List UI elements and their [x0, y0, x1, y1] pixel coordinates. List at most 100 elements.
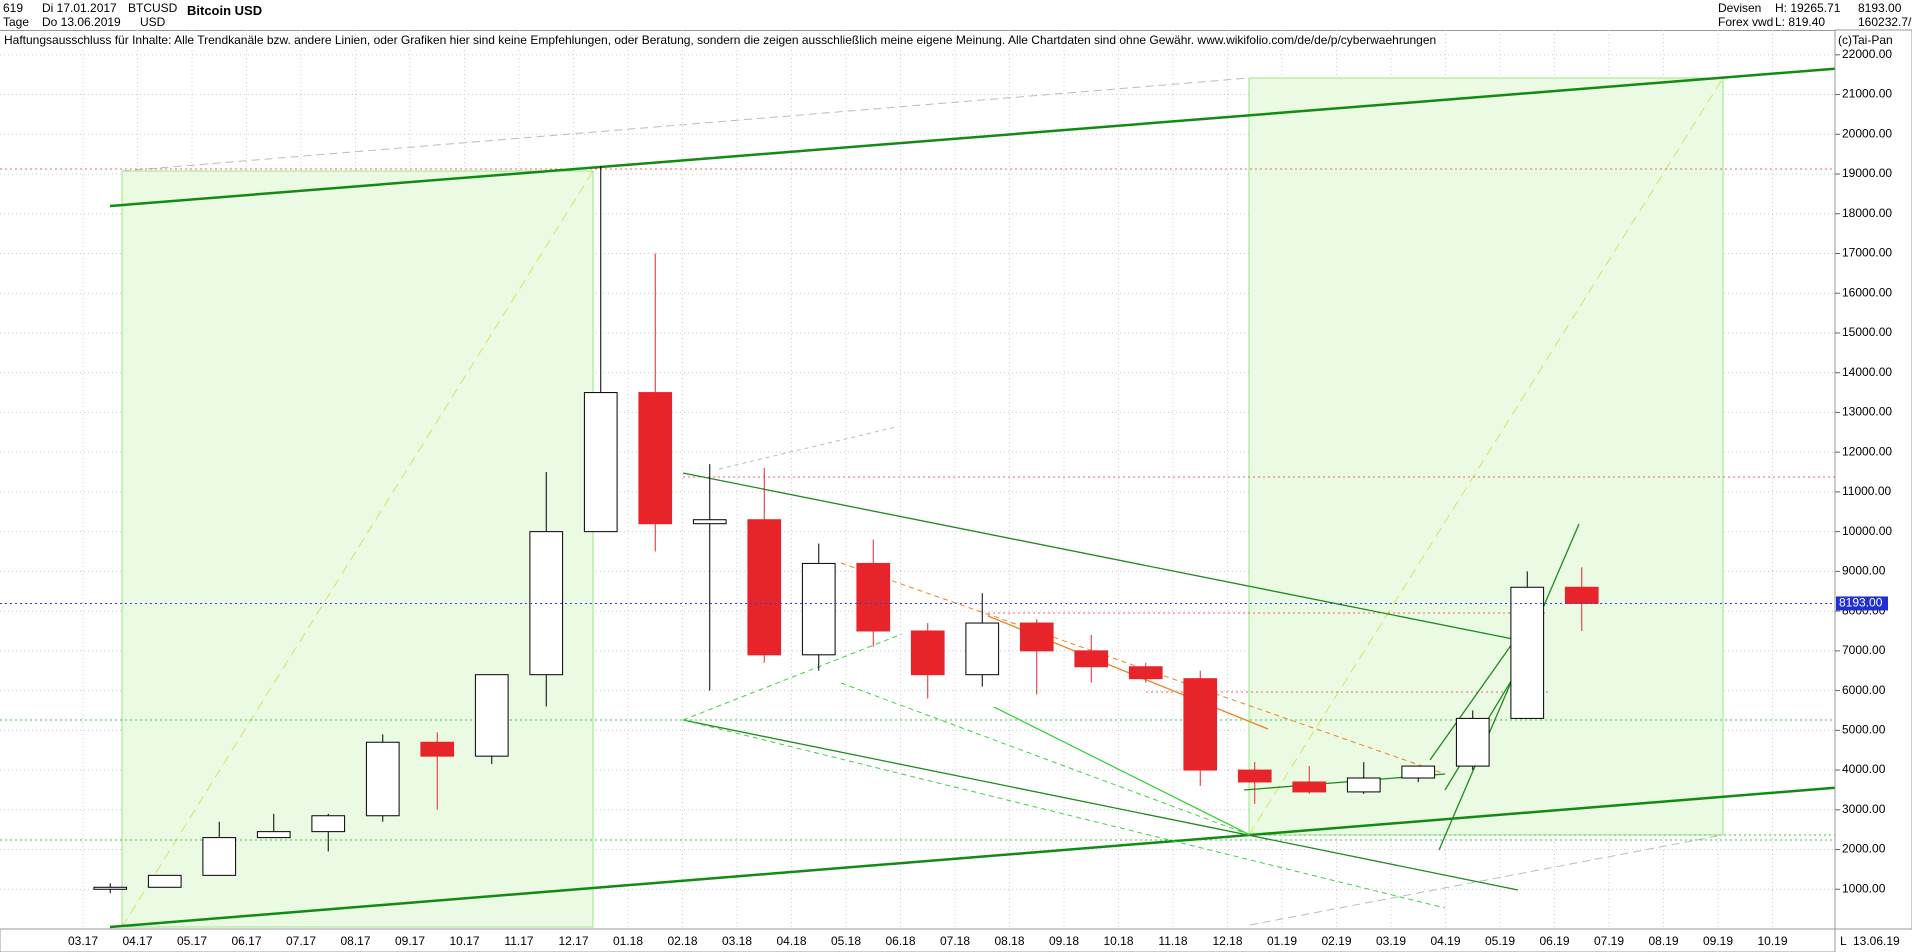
instrument-name: Bitcoin USD — [187, 3, 263, 18]
candle-body — [638, 392, 673, 525]
header: 619 Tage Di 17.01.2017 Do 13.06.2019 BTC… — [0, 0, 1912, 31]
last: 8193.00 — [1858, 1, 1902, 15]
candle-body — [1019, 622, 1054, 652]
x-tick-label: 06.18 — [885, 934, 915, 948]
projection — [1248, 77, 1724, 836]
x-axis-panel — [0, 928, 1836, 952]
y-tick-label: 12000.00 — [1842, 444, 1892, 458]
candle-body — [1510, 586, 1545, 719]
x-tick-label: 10.17 — [449, 934, 479, 948]
from-date: Di 17.01.2017 — [42, 1, 117, 15]
candle-body — [93, 886, 128, 890]
x-tick-label: 03.19 — [1376, 934, 1406, 948]
candle-body — [692, 519, 727, 525]
y-tick-label: 10000.00 — [1842, 524, 1892, 538]
x-tick-label: 11.17 — [504, 934, 533, 948]
y-tick-label: 14000.00 — [1842, 365, 1892, 379]
count[interactable]: 619 — [3, 1, 24, 15]
candle-body — [202, 837, 237, 876]
candle-body — [365, 741, 400, 817]
channel — [682, 472, 1519, 641]
y-tick-label: 9000.00 — [1842, 564, 1886, 578]
y-tick-label: 1000.00 — [1842, 881, 1886, 895]
y-tick-label: 22000.00 — [1842, 47, 1892, 61]
x-tick-label: 05.18 — [831, 934, 861, 948]
x-tick-label: 12.17 — [558, 934, 588, 948]
y-tick-label: 5000.00 — [1842, 722, 1886, 736]
last-price-label: 8193.00 — [1839, 596, 1883, 610]
volume: 160232.7/ — [1858, 15, 1912, 29]
y-tick-label: 15000.00 — [1842, 325, 1892, 339]
period[interactable]: Tage — [3, 15, 30, 29]
candle-body — [856, 562, 891, 632]
y-tick-label: 6000.00 — [1842, 683, 1886, 697]
candle-body — [256, 831, 291, 839]
last-price-box — [1836, 596, 1888, 611]
y-tick-label: 21000.00 — [1842, 87, 1892, 101]
x-tick-label: 07.18 — [940, 934, 970, 948]
y-tick-label: 20000.00 — [1842, 126, 1892, 140]
trend-line — [109, 66, 1845, 208]
market: Devisen — [1718, 1, 1762, 15]
y-tick-label: 11000.00 — [1842, 484, 1891, 498]
y-tick-label: 18000.00 — [1842, 206, 1892, 220]
x-tick-label: 09.17 — [395, 934, 425, 948]
source: Forex vwd — [1718, 15, 1774, 29]
x-tick-label: 03.17 — [68, 934, 98, 948]
candle-body — [1401, 765, 1436, 779]
candle-body — [910, 630, 945, 676]
candle-body — [1237, 769, 1272, 783]
x-tick-label: 04.18 — [776, 934, 806, 948]
y-tick-label: 13000.00 — [1842, 405, 1892, 419]
projection — [121, 170, 594, 928]
x-tick-label: 08.19 — [1648, 934, 1678, 948]
y-tick-label: 17000.00 — [1842, 246, 1892, 260]
x-tick-label: 01.18 — [613, 934, 643, 948]
candle-body — [311, 815, 346, 833]
candle-body — [965, 622, 1000, 676]
x-tick-label: 04.17 — [122, 934, 152, 948]
candle-body — [1183, 678, 1218, 771]
channel — [682, 633, 903, 721]
x-tick-label: 10.18 — [1103, 934, 1133, 948]
trend-line — [109, 785, 1845, 929]
x-tick-label: 10.19 — [1757, 934, 1787, 948]
x-tick-label: 09.18 — [1049, 934, 1079, 948]
candle-body — [1346, 777, 1381, 793]
candle-body — [147, 874, 182, 888]
low: L: 819.40 — [1775, 15, 1826, 29]
candle-body — [420, 741, 455, 757]
x-tick-label: 05.17 — [177, 934, 207, 948]
x-tick-label: 04.19 — [1430, 934, 1460, 948]
x-tick-label: 07.19 — [1594, 934, 1624, 948]
candle-body — [1455, 717, 1490, 767]
y-axis-panel — [1834, 29, 1912, 930]
helper-line — [718, 426, 897, 470]
helper-line — [1249, 834, 1724, 926]
helper-line — [121, 77, 1250, 172]
symbol: BTCUSD — [128, 1, 178, 15]
x-tick-label: 08.17 — [340, 934, 370, 948]
channel — [993, 706, 1251, 836]
copyright: (c)Tai-Pan — [1838, 33, 1893, 47]
x-tick-label: 12.18 — [1212, 934, 1242, 948]
disclaimer: Haftungsausschluss für Inhalte: Alle Tre… — [4, 33, 1436, 47]
channel — [1438, 523, 1580, 851]
x-tick-label: 03.18 — [722, 934, 752, 948]
candle-body — [583, 392, 618, 533]
scale-mode[interactable]: L — [1840, 934, 1847, 948]
candle-body — [1292, 781, 1327, 793]
candle-body — [747, 519, 782, 656]
end-date: 13.06.19 — [1853, 934, 1900, 948]
to-date: Do 13.06.2019 — [42, 15, 121, 29]
x-tick-label: 06.17 — [231, 934, 261, 948]
channel — [682, 719, 1519, 891]
channel — [682, 719, 1446, 909]
y-tick-label: 2000.00 — [1842, 842, 1886, 856]
x-tick-label: 07.17 — [286, 934, 316, 948]
y-tick-label: 19000.00 — [1842, 166, 1892, 180]
channel — [840, 682, 1251, 836]
candle-body — [1564, 586, 1599, 604]
